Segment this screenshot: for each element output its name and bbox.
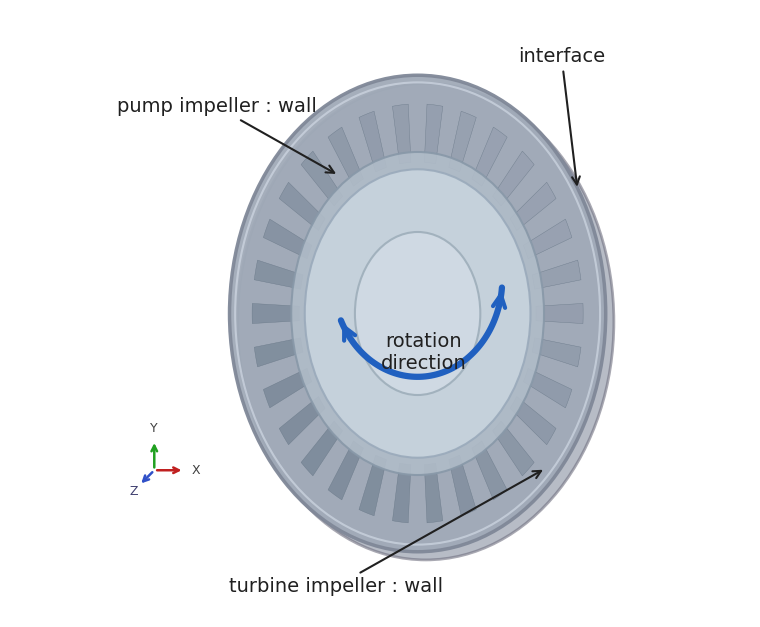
Polygon shape (279, 182, 325, 231)
Polygon shape (301, 421, 343, 476)
Ellipse shape (230, 75, 606, 552)
Polygon shape (264, 369, 312, 408)
Polygon shape (359, 455, 386, 516)
Polygon shape (392, 104, 411, 164)
Ellipse shape (305, 169, 530, 458)
Text: turbine impeller : wall: turbine impeller : wall (229, 471, 541, 596)
Polygon shape (510, 396, 556, 445)
Polygon shape (532, 338, 581, 367)
Polygon shape (328, 441, 363, 500)
Polygon shape (472, 441, 507, 500)
Polygon shape (449, 111, 477, 172)
Text: X: X (192, 464, 200, 477)
Polygon shape (492, 151, 534, 206)
Polygon shape (359, 111, 386, 172)
Ellipse shape (355, 232, 480, 395)
Polygon shape (255, 260, 303, 289)
Polygon shape (449, 455, 477, 516)
Text: pump impeller : wall: pump impeller : wall (117, 97, 334, 173)
Polygon shape (264, 219, 312, 258)
Text: interface: interface (518, 47, 605, 184)
Polygon shape (472, 127, 507, 186)
Polygon shape (301, 151, 343, 206)
Polygon shape (524, 219, 572, 258)
Polygon shape (492, 421, 534, 476)
Text: rotation
direction: rotation direction (381, 332, 467, 373)
Polygon shape (510, 182, 556, 231)
Polygon shape (252, 303, 299, 324)
Polygon shape (524, 369, 572, 408)
Polygon shape (279, 396, 325, 445)
Text: Z: Z (130, 485, 138, 498)
Text: Y: Y (150, 423, 158, 435)
Ellipse shape (238, 83, 614, 560)
Polygon shape (392, 463, 411, 523)
Polygon shape (328, 127, 363, 186)
Polygon shape (536, 303, 583, 324)
Polygon shape (424, 104, 443, 164)
Polygon shape (532, 260, 581, 289)
Polygon shape (424, 463, 443, 523)
Polygon shape (255, 338, 303, 367)
Ellipse shape (291, 152, 544, 475)
